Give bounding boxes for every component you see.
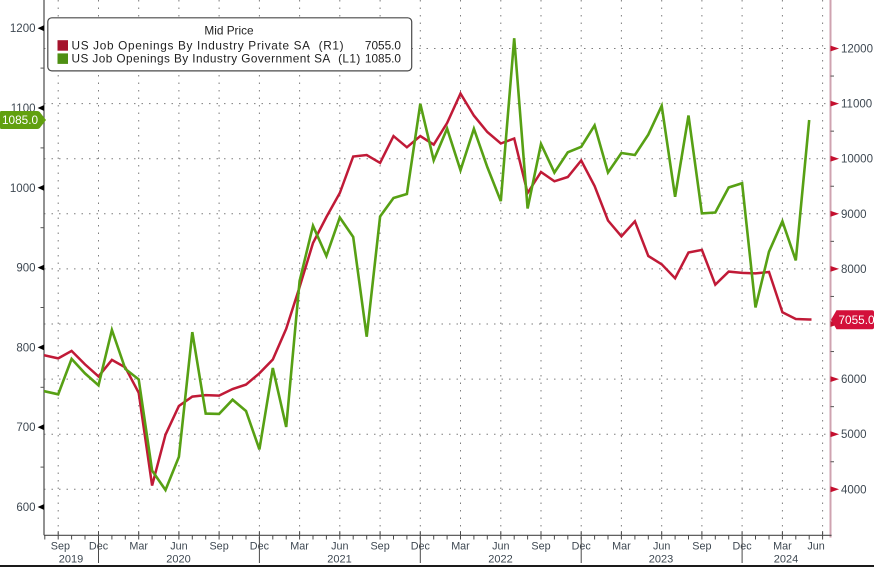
svg-text:1085.0: 1085.0 xyxy=(2,113,39,127)
svg-text:Jun: Jun xyxy=(170,541,187,553)
svg-text:2019: 2019 xyxy=(59,554,83,566)
svg-text:Mar: Mar xyxy=(290,541,309,553)
svg-text:Mar: Mar xyxy=(129,541,148,553)
svg-text:2021: 2021 xyxy=(327,554,351,566)
svg-text:9000: 9000 xyxy=(841,209,867,221)
svg-text:Jun: Jun xyxy=(807,541,824,553)
svg-text:12000: 12000 xyxy=(841,44,873,56)
svg-text:Jun: Jun xyxy=(653,541,670,553)
svg-text:800: 800 xyxy=(16,342,35,354)
svg-text:600: 600 xyxy=(16,502,35,514)
svg-text:6000: 6000 xyxy=(841,374,867,386)
svg-text:11000: 11000 xyxy=(841,99,872,111)
svg-text:1000: 1000 xyxy=(10,183,36,195)
svg-text:2024: 2024 xyxy=(774,554,798,566)
svg-text:Mid Price: Mid Price xyxy=(204,24,254,38)
svg-text:1085.0: 1085.0 xyxy=(365,52,402,66)
svg-text:5000: 5000 xyxy=(841,429,867,441)
svg-text:900: 900 xyxy=(16,263,35,275)
svg-text:Sep: Sep xyxy=(692,541,711,553)
svg-text:US Job Openings By Industry Go: US Job Openings By Industry Government S… xyxy=(72,52,361,66)
svg-text:Sep: Sep xyxy=(209,541,228,553)
svg-text:700: 700 xyxy=(16,422,35,434)
svg-text:7055.0: 7055.0 xyxy=(365,39,402,53)
svg-text:Sep: Sep xyxy=(51,541,70,553)
svg-text:10000: 10000 xyxy=(841,154,873,166)
svg-text:2023: 2023 xyxy=(649,554,673,566)
svg-text:Jun: Jun xyxy=(492,541,509,553)
svg-text:Jun: Jun xyxy=(331,541,348,553)
svg-text:Mar: Mar xyxy=(773,541,792,553)
svg-text:2020: 2020 xyxy=(166,554,190,566)
svg-text:Mar: Mar xyxy=(451,541,470,553)
svg-text:1200: 1200 xyxy=(10,23,36,35)
svg-text:Sep: Sep xyxy=(370,541,389,553)
svg-text:7055.0: 7055.0 xyxy=(839,313,874,327)
svg-text:Sep: Sep xyxy=(531,541,550,553)
svg-text:US Job Openings By Industry Pr: US Job Openings By Industry Private SA (… xyxy=(72,39,345,53)
svg-text:2022: 2022 xyxy=(488,554,512,566)
svg-text:4000: 4000 xyxy=(841,484,867,496)
svg-text:8000: 8000 xyxy=(841,264,867,276)
svg-text:Mar: Mar xyxy=(612,541,631,553)
